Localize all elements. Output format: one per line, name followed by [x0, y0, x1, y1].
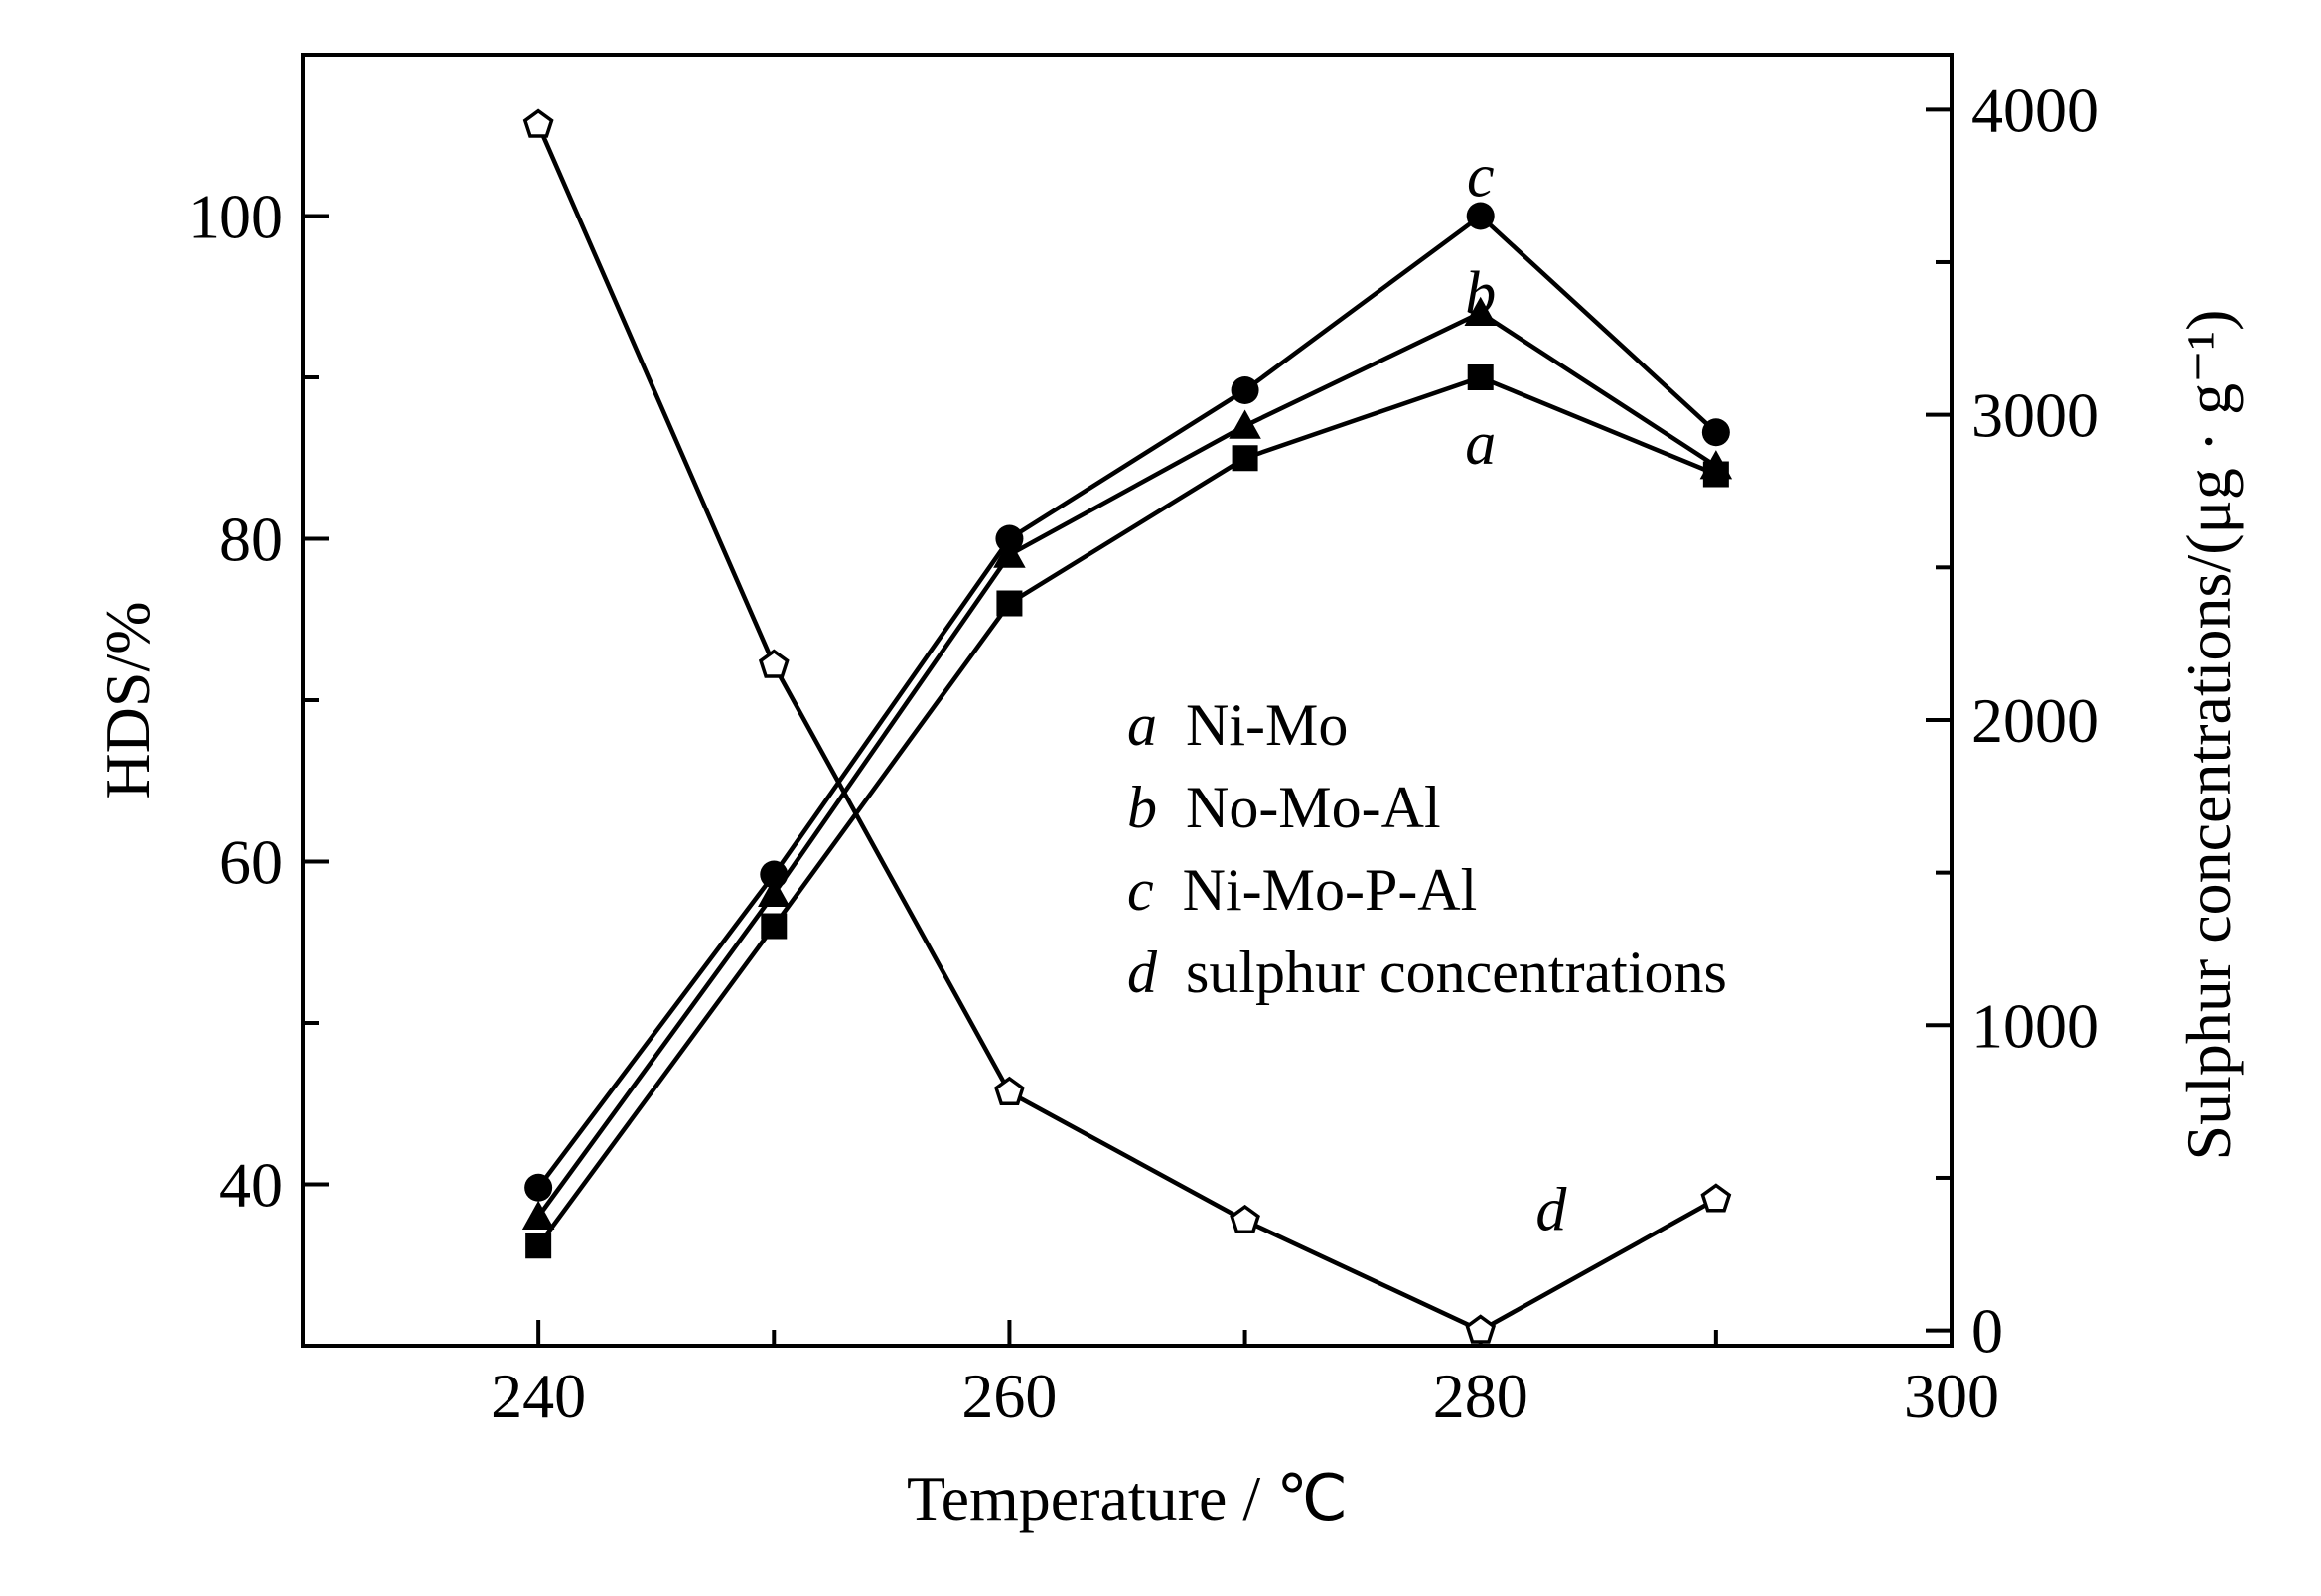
point-c-280 [1466, 202, 1495, 230]
point-c-260 [995, 524, 1024, 553]
x-tick-label-240: 240 [491, 1361, 586, 1431]
legend-entry-c: c Ni-Mo-P-Al [1127, 857, 1477, 923]
point-d-240 [522, 108, 554, 138]
point-b-260 [993, 538, 1026, 568]
point-a-250 [761, 913, 788, 940]
x-tick-label-260: 260 [961, 1361, 1057, 1431]
point-b-280 [1464, 296, 1497, 326]
series-d [522, 108, 1732, 1344]
point-c-240 [524, 1173, 553, 1202]
point-b-240 [521, 1200, 555, 1230]
series-letters: a bc d [1465, 142, 1567, 1243]
y-left-tick-label-60: 60 [219, 827, 283, 898]
legend: a Ni-Mo b No-Mo-Al c Ni-Mo-P-Al d sulphu… [1127, 692, 1727, 1005]
point-d-250 [758, 649, 790, 678]
legend-label-c: Ni-Mo-P-Al [1183, 857, 1478, 923]
series-label-d: d [1535, 1177, 1567, 1244]
series-label-a: a [1465, 410, 1496, 478]
y-right-tick-label-4000: 4000 [1971, 74, 2099, 145]
point-c-270 [1231, 376, 1259, 404]
y-left-tick-label-100: 100 [188, 182, 283, 252]
point-a-280 [1467, 364, 1494, 390]
series-a [525, 364, 1729, 1259]
point-a-260 [996, 590, 1023, 617]
y-right-tick-label-3000: 3000 [1971, 380, 2099, 451]
legend-letter-b: b [1127, 775, 1157, 840]
point-d-270 [1230, 1204, 1260, 1234]
point-c-290 [1701, 418, 1730, 447]
series-line-d [536, 123, 1717, 1334]
point-b-270 [1229, 409, 1261, 439]
point-a-240 [525, 1233, 552, 1259]
point-c-250 [760, 860, 789, 889]
series-label-c: c [1467, 142, 1495, 210]
series-c [524, 202, 1730, 1202]
series-layer [521, 108, 1733, 1344]
point-d-290 [1700, 1183, 1732, 1213]
x-axis-title: Temperature / ℃ [907, 1463, 1348, 1533]
legend-letter-c: c [1127, 857, 1154, 923]
y-right-tick-label-1000: 1000 [1971, 990, 2099, 1061]
x-tick-label-280: 280 [1433, 1361, 1528, 1431]
svg-text:a Ni-Mo: a Ni-Mo [1127, 692, 1348, 758]
y-right-tick-label-0: 0 [1971, 1296, 2003, 1367]
y-left-tick-label-80: 80 [219, 505, 283, 575]
series-line-b [536, 310, 1718, 1219]
y-left-axis-title: HDS/% [92, 601, 163, 798]
series-b [521, 296, 1733, 1230]
legend-label-a: Ni-Mo [1186, 692, 1348, 758]
ticks [303, 107, 1954, 1346]
legend-letter-a: a [1127, 692, 1157, 758]
legend-letter-d: d [1127, 940, 1158, 1005]
legend-entry-d: d sulphur concentrations [1127, 940, 1727, 1005]
series-line-a [536, 374, 1717, 1247]
point-a-270 [1232, 445, 1258, 472]
y-right-tick-label-2000: 2000 [1971, 685, 2099, 756]
x-tick-label-300: 300 [1904, 1361, 1999, 1431]
y-left-tick-label-40: 40 [219, 1150, 283, 1221]
legend-label-b: No-Mo-Al [1186, 775, 1441, 840]
svg-text:d sulphur concentratio: d sulphur concentrations [1127, 940, 1727, 1005]
point-d-280 [1465, 1314, 1497, 1344]
point-b-290 [1699, 450, 1733, 480]
point-d-260 [994, 1076, 1025, 1105]
y-right-axis-title: Sulphur concentrations/(μg · g⁻¹) [2173, 310, 2244, 1161]
point-b-250 [758, 877, 791, 907]
series-label-b: b [1465, 260, 1496, 328]
svg-text:c Ni-Mo-P-Al: c Ni-Mo-P-Al [1127, 857, 1477, 923]
svg-text:b No-Mo-Al: b No-Mo-Al [1127, 775, 1441, 840]
legend-entry-a: a Ni-Mo [1127, 692, 1348, 758]
legend-entry-b: b No-Mo-Al [1127, 775, 1441, 840]
series-line-c [536, 213, 1718, 1190]
legend-label-d: sulphur concentrations [1186, 940, 1727, 1005]
